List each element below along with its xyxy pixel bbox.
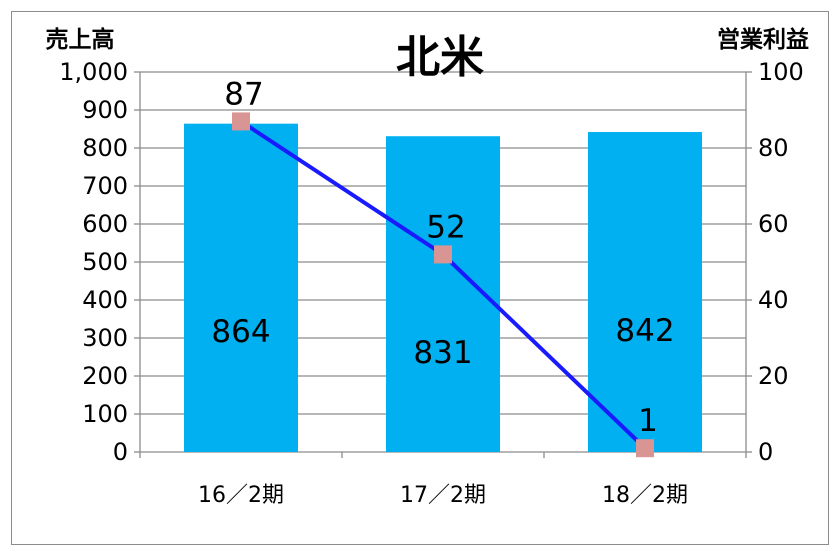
left-tick-label: 900	[82, 96, 128, 124]
left-axis-title: 売上高	[46, 26, 115, 53]
left-tick-label: 800	[82, 134, 128, 162]
left-tick-label: 600	[82, 210, 128, 238]
right-axis-ticks: 0 20 40 60 80 100	[746, 58, 804, 466]
right-tick-label: 20	[758, 362, 789, 390]
bar	[386, 136, 500, 452]
left-tick-label: 400	[82, 286, 128, 314]
bar-data-label: 864	[211, 314, 270, 350]
line-marker	[232, 112, 250, 131]
category-label: 16／2期	[198, 483, 284, 508]
right-tick-label: 0	[758, 438, 773, 466]
bars	[184, 123, 702, 453]
right-tick-label: 40	[758, 286, 789, 314]
right-tick-label: 100	[758, 58, 804, 86]
line-marker	[636, 439, 654, 458]
bar	[184, 123, 298, 453]
line-labels: 87 52 1	[224, 76, 658, 439]
category-label: 17／2期	[400, 483, 486, 508]
line-data-label: 87	[224, 76, 263, 112]
right-tick-label: 80	[758, 134, 789, 162]
right-axis-title: 営業利益	[717, 26, 809, 53]
bar	[588, 132, 702, 453]
left-tick-label: 500	[82, 248, 128, 276]
left-tick-label: 1,000	[59, 58, 128, 86]
chart-title: 北米	[396, 32, 484, 83]
bar-data-label: 831	[413, 335, 472, 371]
bar-data-label: 842	[615, 313, 674, 349]
left-tick-label: 100	[82, 400, 128, 428]
line-marker	[434, 245, 452, 264]
line-data-label: 1	[638, 403, 658, 439]
line-data-label: 52	[426, 209, 465, 245]
category-label: 18／2期	[602, 483, 688, 508]
bar-labels: 864 831 842	[211, 313, 674, 371]
right-tick-label: 60	[758, 210, 789, 238]
left-tick-label: 0	[113, 438, 128, 466]
left-tick-label: 700	[82, 172, 128, 200]
left-axis-ticks: 0 100 200 300 400 500 600 700 800 900 1,000	[59, 58, 128, 466]
left-tick-label: 200	[82, 362, 128, 390]
line-series	[232, 112, 654, 458]
category-labels: 16／2期 17／2期 18／2期	[198, 483, 688, 508]
left-tick-label: 300	[82, 324, 128, 352]
